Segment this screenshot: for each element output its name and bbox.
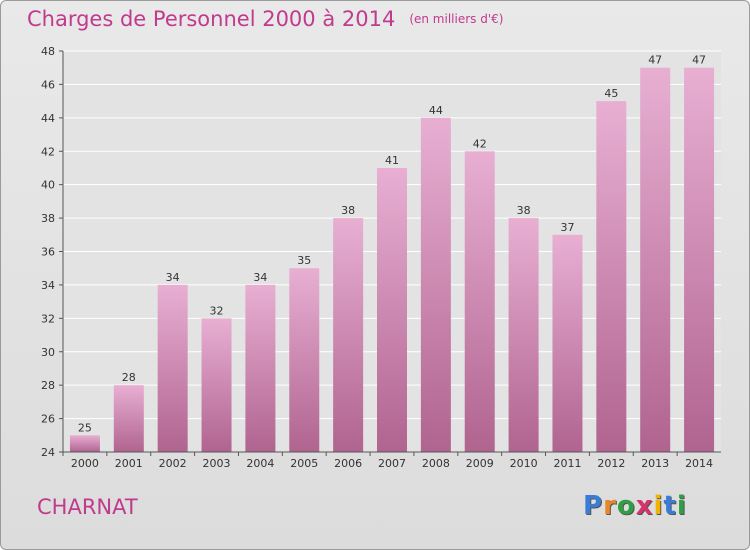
commune-name: CHARNAT xyxy=(37,495,138,519)
data-label-2002: 34 xyxy=(166,271,180,284)
bar-2010 xyxy=(508,218,539,452)
x-tick-label: 2007 xyxy=(378,457,406,470)
bar-2009 xyxy=(464,151,495,452)
logo-letter: x xyxy=(635,491,654,521)
logo-letter: t xyxy=(663,491,677,521)
y-tick-label: 26 xyxy=(41,413,55,426)
x-tick-label: 2003 xyxy=(203,457,231,470)
bar-2002 xyxy=(157,284,188,452)
y-tick-label: 32 xyxy=(41,312,55,325)
bar-2000 xyxy=(69,435,100,452)
y-tick-label: 38 xyxy=(41,212,55,225)
bar-2012 xyxy=(596,101,627,452)
y-tick-label: 30 xyxy=(41,346,55,359)
chart-title: Charges de Personnel 2000 à 2014 (en mill… xyxy=(27,7,504,31)
y-tick-label: 34 xyxy=(41,279,55,292)
logo-letter: r xyxy=(603,491,617,521)
data-label-2006: 38 xyxy=(341,204,355,217)
data-label-2011: 37 xyxy=(560,221,574,234)
data-label-2009: 42 xyxy=(473,137,487,150)
y-tick-label: 28 xyxy=(41,379,55,392)
x-tick-label: 2009 xyxy=(466,457,494,470)
x-tick-label: 2014 xyxy=(685,457,713,470)
x-tick-label: 2008 xyxy=(422,457,450,470)
data-label-2010: 38 xyxy=(517,204,531,217)
data-label-2014: 47 xyxy=(692,54,706,67)
bar-2011 xyxy=(552,234,583,452)
x-tick-label: 2001 xyxy=(115,457,143,470)
proxiti-logo: Proxiti xyxy=(583,491,687,521)
data-label-2001: 28 xyxy=(122,371,136,384)
logo-letter: i xyxy=(676,491,687,521)
x-tick-label: 2011 xyxy=(553,457,581,470)
bar-2003 xyxy=(201,318,232,452)
x-tick-label: 2002 xyxy=(159,457,187,470)
y-tick-label: 48 xyxy=(41,45,55,58)
bar-2008 xyxy=(420,117,451,452)
y-tick-label: 40 xyxy=(41,179,55,192)
bar-2004 xyxy=(245,284,276,452)
x-tick-label: 2010 xyxy=(510,457,538,470)
x-tick-label: 2004 xyxy=(246,457,274,470)
x-tick-label: 2000 xyxy=(71,457,99,470)
x-tick-label: 2013 xyxy=(641,457,669,470)
data-label-2007: 41 xyxy=(385,154,399,167)
bar-2007 xyxy=(377,167,407,453)
x-tick-label: 2012 xyxy=(597,457,625,470)
data-label-2012: 45 xyxy=(604,87,618,100)
bar-2014 xyxy=(684,67,715,452)
bar-2001 xyxy=(113,385,144,452)
x-tick-label: 2005 xyxy=(290,457,318,470)
data-label-2005: 35 xyxy=(297,254,311,267)
logo-letter: P xyxy=(583,491,604,521)
y-tick-label: 42 xyxy=(41,145,55,158)
y-tick-label: 46 xyxy=(41,78,55,91)
data-label-2004: 34 xyxy=(253,271,267,284)
data-label-2008: 44 xyxy=(429,104,443,117)
y-tick-label: 36 xyxy=(41,246,55,259)
data-label-2003: 32 xyxy=(210,304,224,317)
y-tick-label: 24 xyxy=(41,446,55,459)
bar-2005 xyxy=(289,268,320,452)
bar-2006 xyxy=(333,218,364,452)
data-label-2000: 25 xyxy=(78,421,92,434)
logo-letter: i xyxy=(653,491,664,521)
x-tick-label: 2006 xyxy=(334,457,362,470)
bar-2013 xyxy=(640,67,671,452)
logo-letter: o xyxy=(616,491,636,521)
data-label-2013: 47 xyxy=(648,54,662,67)
chart-subtitle: (en milliers d'€) xyxy=(409,12,504,26)
y-tick-label: 44 xyxy=(41,112,55,125)
